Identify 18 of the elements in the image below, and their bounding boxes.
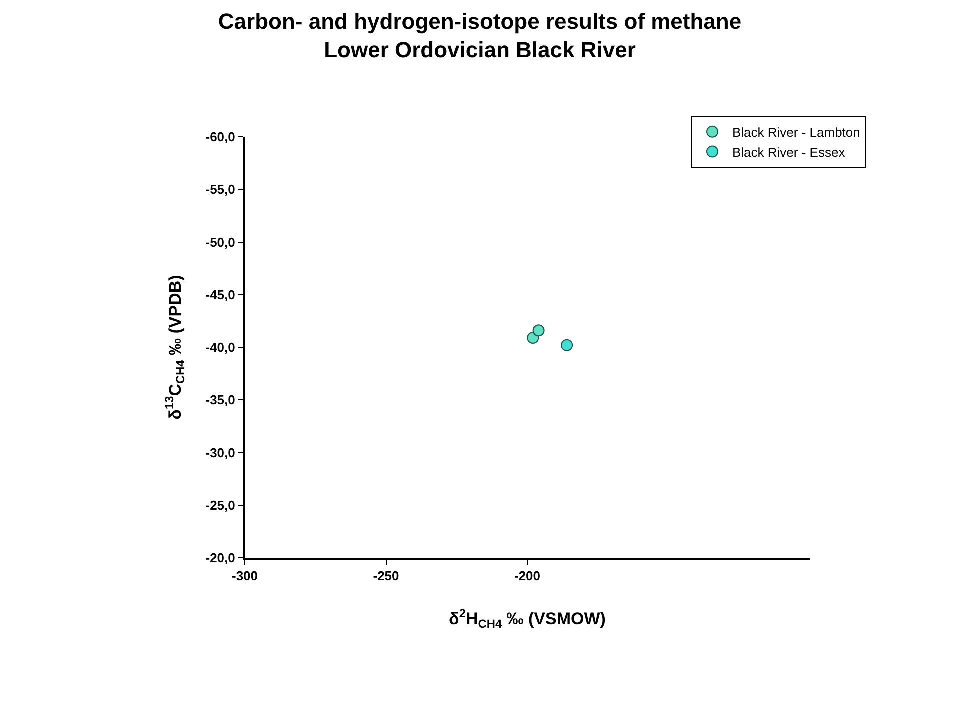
x-axis-title: δ$^{2}$H$_{CH4}$ ‰ (VSMOW): [449, 606, 606, 632]
legend-label: Black River - Essex: [732, 144, 846, 160]
point: [532, 324, 545, 337]
x-tick-label: -300: [232, 568, 258, 584]
y-tick-label: -40,0: [206, 340, 236, 356]
x-tick-label: -200: [514, 568, 541, 584]
y-tick-label: -35,0: [206, 392, 236, 408]
y-tick-label: -50,0: [206, 234, 236, 250]
chart-title: Carbon- and hydrogen-isotope results of methane Lower Ordovician Black River: [218, 8, 742, 62]
y-tick-label: -45,0: [206, 287, 236, 302]
legend-label: Black River - Lambton: [732, 124, 860, 140]
y-tick-label: -25,0: [206, 498, 236, 513]
x-tick-label: -250: [373, 568, 400, 584]
point: [561, 339, 574, 352]
y-tick-label: -20,0: [206, 550, 236, 566]
y-tick-label: -55,0: [206, 182, 236, 198]
y-tick-label: -60,0: [206, 130, 236, 145]
y-tick-label: -30,0: [206, 445, 236, 460]
